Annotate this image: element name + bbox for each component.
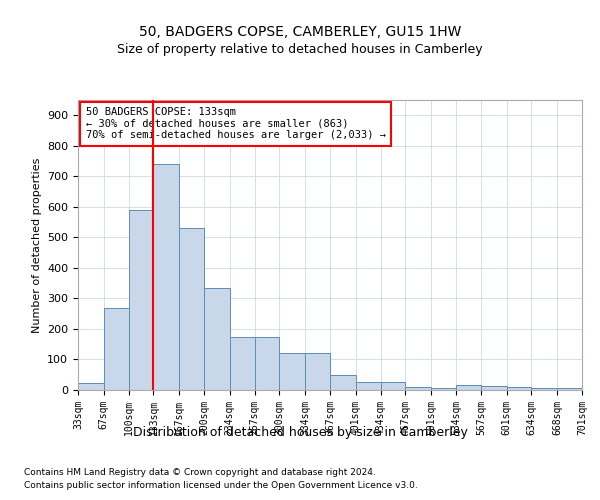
Bar: [154, 164, 179, 390]
Bar: [406, 387, 431, 390]
Bar: [104, 308, 128, 390]
Text: 50 BADGERS COPSE: 133sqm
← 30% of detached houses are smaller (863)
70% of semi-: 50 BADGERS COPSE: 133sqm ← 30% of detach…: [86, 108, 386, 140]
Bar: [179, 228, 204, 390]
Bar: [506, 387, 532, 390]
Bar: [305, 354, 330, 390]
Bar: [532, 388, 557, 390]
Bar: [481, 386, 506, 390]
Bar: [128, 210, 154, 390]
Text: Contains public sector information licensed under the Open Government Licence v3: Contains public sector information licen…: [24, 482, 418, 490]
Text: Distribution of detached houses by size in Camberley: Distribution of detached houses by size …: [133, 426, 467, 439]
Bar: [78, 384, 104, 390]
Text: Contains HM Land Registry data © Crown copyright and database right 2024.: Contains HM Land Registry data © Crown c…: [24, 468, 376, 477]
Bar: [380, 382, 406, 390]
Bar: [431, 388, 456, 390]
Bar: [557, 388, 582, 390]
Bar: [254, 336, 280, 390]
Text: Size of property relative to detached houses in Camberley: Size of property relative to detached ho…: [117, 44, 483, 57]
Bar: [280, 354, 305, 390]
Bar: [330, 374, 356, 390]
Text: 50, BADGERS COPSE, CAMBERLEY, GU15 1HW: 50, BADGERS COPSE, CAMBERLEY, GU15 1HW: [139, 26, 461, 40]
Bar: [582, 388, 600, 390]
Bar: [204, 288, 230, 390]
Bar: [230, 336, 254, 390]
Y-axis label: Number of detached properties: Number of detached properties: [32, 158, 41, 332]
Bar: [456, 386, 481, 390]
Bar: [356, 382, 380, 390]
